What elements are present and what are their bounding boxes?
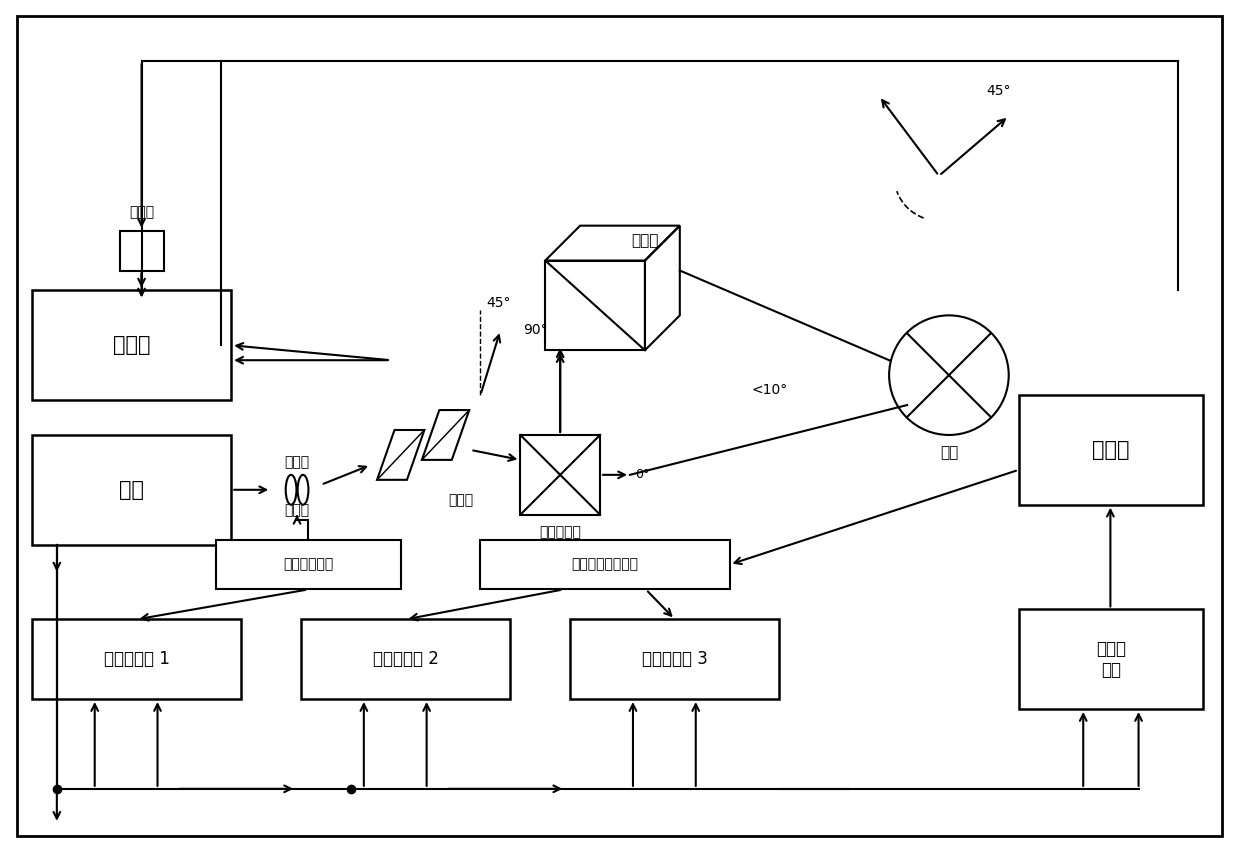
Text: 检偏器: 检偏器 [631,233,659,248]
Bar [217,539,400,590]
Text: 相位调制器控制器: 相位调制器控制器 [571,557,638,572]
Bar [520,435,600,515]
Text: 锁相放大器 3: 锁相放大器 3 [642,650,707,668]
Bar [1018,395,1203,504]
Text: 光谱仪: 光谱仪 [113,336,150,355]
Text: 数据采
集卡: 数据采 集卡 [1095,640,1126,679]
Text: 滤波器控制器: 滤波器控制器 [284,557,333,572]
Text: 0°: 0° [634,469,649,481]
Text: 探测器: 探测器 [129,205,154,220]
Bar [32,435,232,544]
Text: 起偏器: 起偏器 [449,492,473,507]
Text: 复色光: 复色光 [285,503,310,516]
Bar [481,539,730,590]
Bar [301,619,510,699]
Bar [120,231,165,270]
Text: 90°: 90° [523,323,548,337]
Text: <10°: <10° [751,383,788,397]
Text: 滤波器: 滤波器 [285,455,310,469]
Text: 相位调制器: 相位调制器 [539,526,581,539]
Bar [32,291,232,400]
Bar [1018,609,1203,709]
Text: 光源: 光源 [119,480,144,500]
Text: 样品: 样品 [940,446,958,460]
Text: 45°: 45° [986,84,1011,98]
Text: 锁相放大器 1: 锁相放大器 1 [104,650,170,668]
Bar [545,261,646,350]
Text: 计算机: 计算机 [1092,440,1130,460]
Text: 45°: 45° [486,296,510,310]
Text: 锁相放大器 2: 锁相放大器 2 [373,650,439,668]
Bar [32,619,242,699]
Bar [570,619,779,699]
